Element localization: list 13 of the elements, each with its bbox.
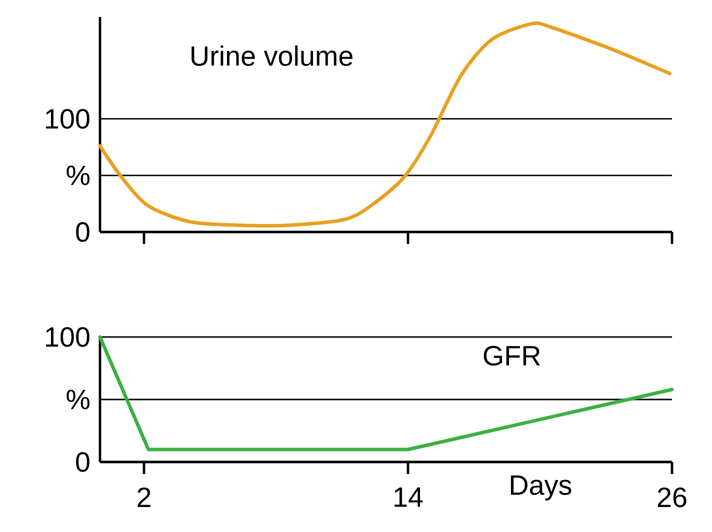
text: Urine volume xyxy=(192,45,352,66)
line-series xyxy=(98,21,672,228)
x-tick-label: 2 xyxy=(138,488,150,507)
series-label: GFR xyxy=(484,346,540,366)
x-tick-label: 26 xyxy=(658,488,686,508)
y-tick-label: 100 xyxy=(46,327,90,347)
y-tick-label: % xyxy=(66,390,90,410)
y-tick-label: 0 xyxy=(76,222,90,242)
y-tick-label: % xyxy=(66,166,90,186)
x-axis-title: Days xyxy=(510,476,572,500)
y-tick-label: 100 xyxy=(46,108,90,129)
x-tick-label: 14 xyxy=(394,488,423,507)
y-tick-label: 0 xyxy=(76,452,90,472)
